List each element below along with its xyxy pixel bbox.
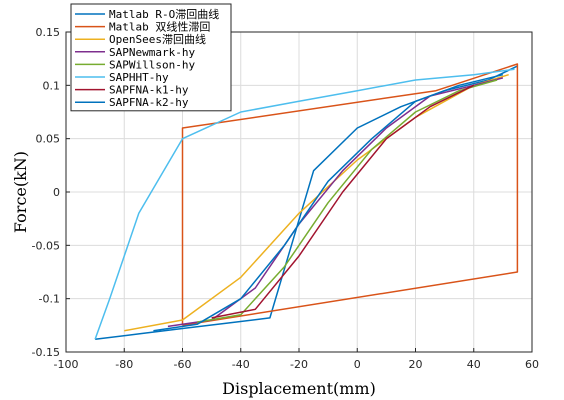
y-tick-label: 0.05 (36, 133, 61, 146)
legend-entry: SAPNewmark-hy (109, 46, 195, 59)
x-axis-label: Displacement(mm) (222, 379, 376, 398)
y-tick-label: 0 (53, 186, 60, 199)
legend-entry: Matlab R-O滞回曲线 (109, 7, 219, 21)
y-tick-label: -0.15 (32, 346, 60, 359)
y-tick-label: 0.1 (43, 79, 61, 92)
y-tick-label: 0.15 (36, 26, 61, 39)
y-axis-label: Force(kN) (11, 151, 30, 233)
series-line-2 (181, 63, 519, 327)
tick-labels: -100 -80 -60 -40 -20 0 20 40 60 0.15 0.1 0.05 0 -0.05… (32, 26, 539, 371)
x-tick-label: -20 (290, 358, 308, 371)
y-tick-label: -0.05 (32, 239, 60, 252)
legend-entry: Matlab 双线性滞回 (109, 20, 210, 34)
plot-area (94, 63, 519, 340)
legend-entry: SAPFNA-k2-hy (109, 96, 189, 109)
x-tick-label: -100 (54, 358, 79, 371)
legend-entry: SAPHHT-hy (109, 71, 169, 84)
series-line-8 (153, 73, 504, 332)
x-tick-label: 20 (409, 358, 423, 371)
legend-entry: OpenSees滞回曲线 (109, 32, 206, 46)
legend-entry: SAPFNA-k1-hy (109, 84, 189, 97)
x-tick-label: -80 (115, 358, 133, 371)
x-tick-label: -60 (174, 358, 192, 371)
x-tick-label: 0 (354, 358, 361, 371)
series-line-7 (211, 84, 475, 319)
x-tick-label: 60 (525, 358, 539, 371)
x-tick-label: -40 (232, 358, 250, 371)
series-line-6 (94, 68, 515, 340)
y-tick-label: -0.1 (39, 293, 60, 306)
series-line-1 (95, 65, 518, 340)
legend-box (70, 3, 232, 112)
x-tick-label: 40 (467, 358, 481, 371)
series-line-5 (196, 79, 498, 323)
legend-entry: SAPWillson-hy (109, 58, 195, 71)
series-line-4 (167, 77, 504, 328)
